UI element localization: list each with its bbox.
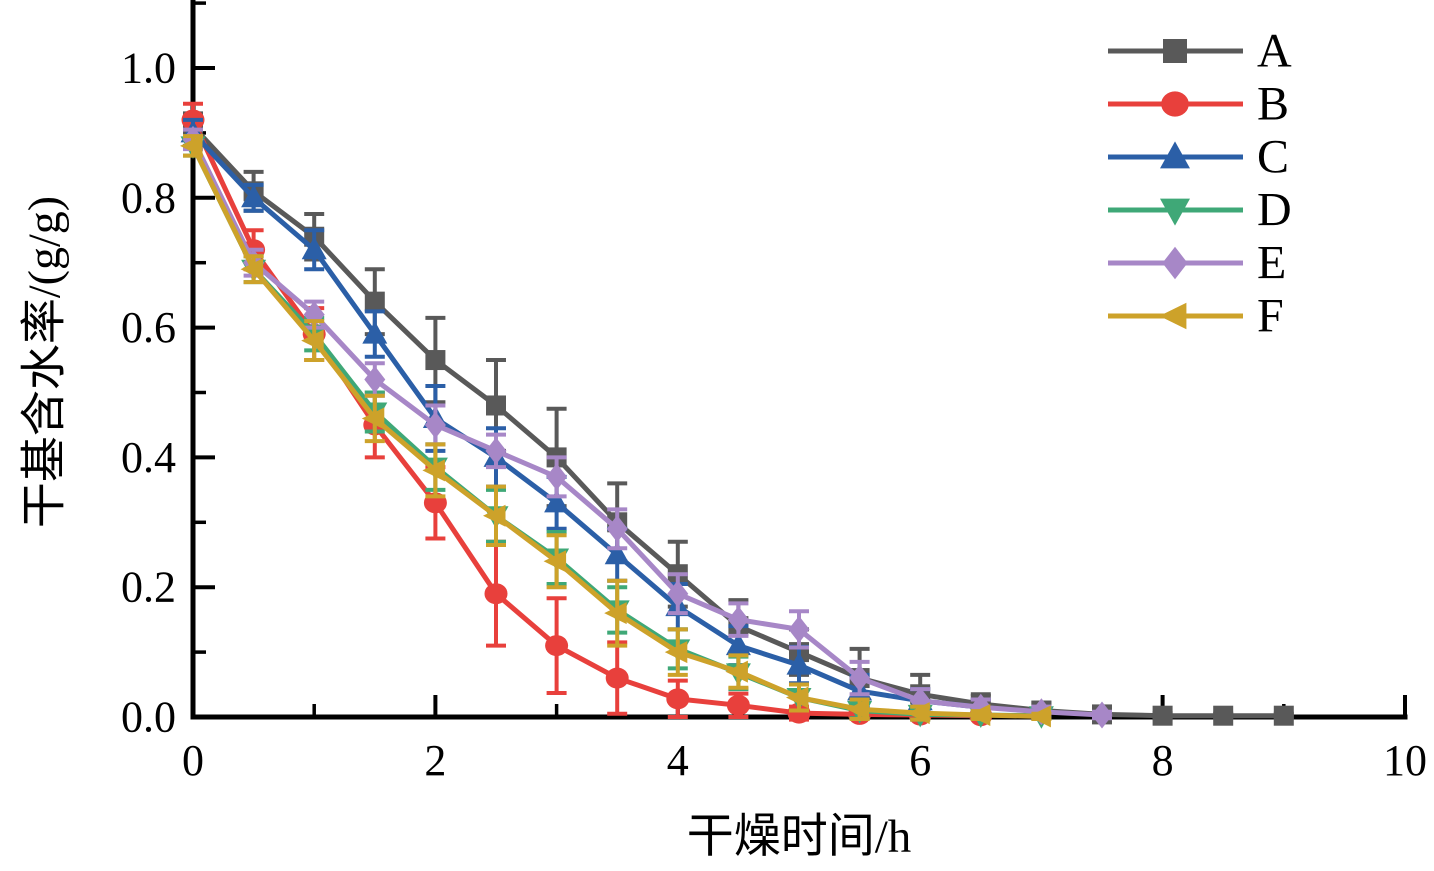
legend-label-A: A bbox=[1257, 25, 1292, 78]
series-C-markers bbox=[180, 119, 994, 717]
x-tick-label: 10 bbox=[1383, 736, 1427, 785]
x-tick-label: 8 bbox=[1152, 736, 1174, 785]
y-axis: 0.0 0.2 0.4 0.6 0.8 1.0 干基含水率/(g/g) bbox=[19, 0, 215, 742]
legend-marker-A bbox=[1163, 39, 1187, 63]
legend-label-D: D bbox=[1257, 184, 1292, 237]
legend-marker-C bbox=[1160, 141, 1190, 169]
legend-marker-E bbox=[1162, 246, 1188, 280]
legend-item-A: A bbox=[1108, 25, 1292, 78]
legend-item-F: F bbox=[1108, 290, 1284, 343]
y-tick-label: 0.8 bbox=[121, 173, 176, 222]
x-tick-label: 0 bbox=[182, 736, 204, 785]
y-tick-label: 0.6 bbox=[121, 303, 176, 352]
series-F-error-bars bbox=[183, 134, 1052, 722]
x-tick-label: 4 bbox=[667, 736, 689, 785]
series-E-line bbox=[190, 136, 1105, 718]
legend-item-E: E bbox=[1108, 237, 1286, 290]
x-tick-label: 2 bbox=[424, 736, 446, 785]
x-tick-label: 6 bbox=[909, 736, 931, 785]
y-axis-label: 干基含水率/(g/g) bbox=[19, 196, 70, 528]
legend-item-D: D bbox=[1108, 184, 1292, 237]
x-axis-label: 干燥时间/h bbox=[687, 811, 912, 863]
series-C-error-bars bbox=[183, 117, 991, 718]
series-E bbox=[182, 125, 1113, 729]
legend-marker-F bbox=[1159, 302, 1187, 330]
legend-label-E: E bbox=[1257, 237, 1286, 290]
y-tick-label: 0.0 bbox=[121, 693, 176, 742]
y-tick-label: 0.4 bbox=[121, 433, 176, 482]
legend-marker-B bbox=[1161, 91, 1189, 117]
series-B-markers bbox=[181, 109, 993, 727]
legend-label-F: F bbox=[1257, 290, 1284, 343]
series-B-line bbox=[190, 117, 984, 719]
series-F-markers bbox=[180, 134, 1051, 728]
series-B-error-bars bbox=[183, 101, 991, 722]
y-tick-label: 1.0 bbox=[121, 44, 176, 93]
series-F bbox=[180, 134, 1052, 728]
legend-marker-D bbox=[1160, 198, 1190, 226]
series-C bbox=[180, 117, 994, 718]
legend-item-B: B bbox=[1108, 78, 1289, 131]
series-B bbox=[181, 101, 993, 727]
y-tick-label: 0.2 bbox=[121, 563, 176, 612]
legend-label-C: C bbox=[1257, 131, 1289, 184]
legend-item-C: C bbox=[1108, 131, 1289, 184]
series-E-markers bbox=[182, 125, 1113, 729]
series-C-line bbox=[190, 130, 984, 710]
legend-label-B: B bbox=[1257, 78, 1289, 131]
